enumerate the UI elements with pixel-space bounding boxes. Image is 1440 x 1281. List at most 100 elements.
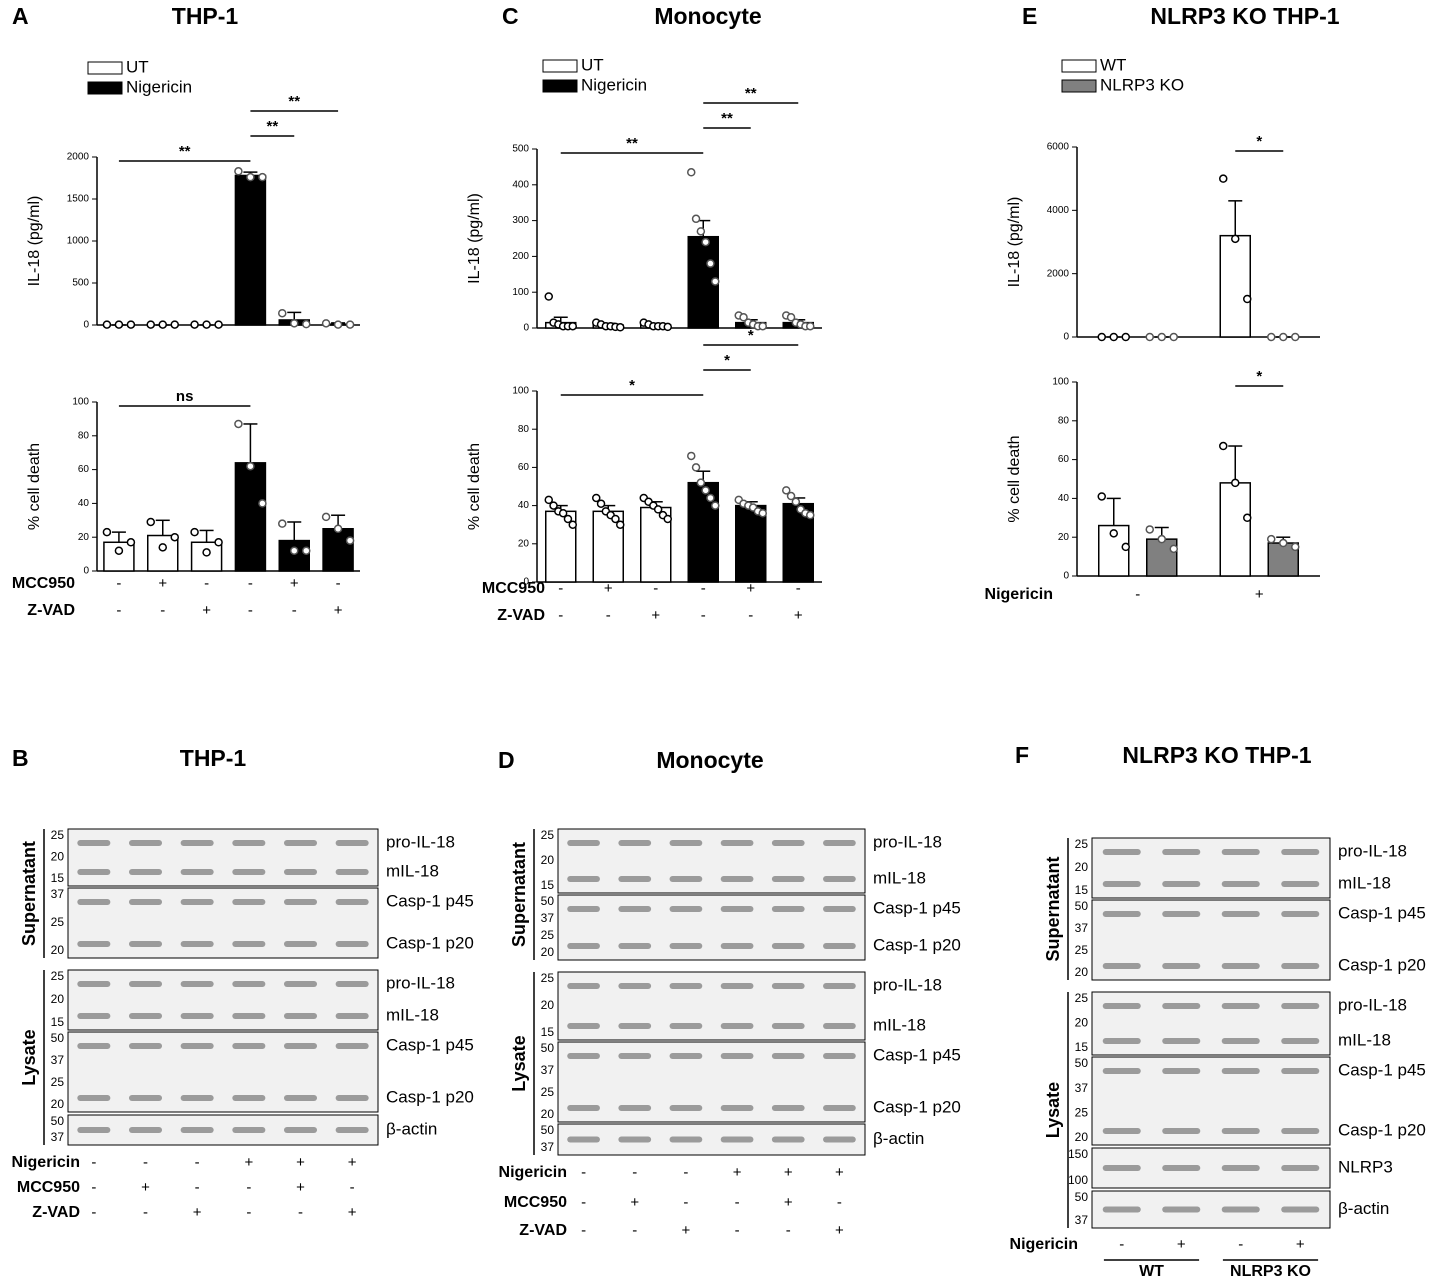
data-point [126,320,136,329]
marker-label: 15 [1075,883,1089,897]
data-point [258,499,267,508]
blot-band [567,840,600,846]
data-point [190,320,199,329]
condition-value: - [581,1222,586,1239]
blot-band [1102,1068,1141,1074]
group-label: Lysate [19,1029,39,1085]
blot-band [618,983,652,989]
y-tick-label: 2000 [1047,268,1070,279]
group-label: Lysate [509,1035,529,1091]
data-point [1097,492,1106,501]
y-axis-label: % cell death [1006,435,1023,522]
protein-label: Casp-1 p20 [386,933,474,952]
blot-band [1221,849,1260,855]
y-tick-label: 0 [523,577,529,588]
blot-band [1162,963,1201,969]
blot-band [335,1095,369,1101]
condition-value: - [143,1154,148,1171]
group-label: Supernatant [19,841,39,946]
blot-band [128,899,163,905]
blot-title: NLRP3 KO THP-1 [1122,742,1311,768]
marker-label: 25 [1075,837,1089,851]
blot-band [232,899,266,905]
blot-band [77,899,111,905]
y-axis-label: IL-18 (pg/ml) [466,193,483,284]
blot-band [669,1053,703,1059]
data-point [758,508,767,518]
legend-label: UT [581,55,604,74]
data-point [696,227,706,236]
marker-label: 37 [541,911,555,925]
marker-label: 15 [541,1025,555,1039]
blot-membrane [67,969,379,1031]
marker-label: 15 [51,1015,65,1029]
blot-band [128,1127,163,1133]
blot-band [128,1095,163,1101]
blot-band [335,1013,369,1019]
blot-membrane [557,1123,866,1156]
bar [147,534,179,572]
legend-swatch [542,59,578,73]
marker-label: 37 [541,1063,555,1077]
blot-band [1221,1128,1260,1134]
y-tick-label: 0 [83,566,89,577]
marker-label: 37 [51,1053,65,1067]
blot-membrane [1091,899,1331,981]
bar [782,502,814,583]
legend-label: UT [126,57,149,76]
blot-band [618,943,652,949]
significance-label: ** [179,143,191,160]
protein-label: β-actin [873,1129,924,1148]
blot-band [1281,849,1320,855]
data-point [1169,544,1178,554]
data-point [345,320,355,329]
protein-label: mIL-18 [873,1015,926,1034]
condition-value: - [653,580,658,597]
bar [1146,538,1178,577]
blot-band [1162,1003,1201,1009]
blot-band [128,869,163,875]
data-point [1231,234,1240,244]
data-point [1279,332,1288,342]
condition-value: + [348,1204,357,1221]
condition-value: + [651,607,660,624]
condition-value: - [748,607,753,624]
condition-value: - [160,602,165,619]
condition-value: + [244,1154,253,1171]
marker-label: 20 [541,945,555,959]
data-point [234,167,243,176]
condition-value: - [701,607,706,624]
blot-band [823,1023,856,1029]
data-point [592,493,601,503]
blot-band [618,1136,652,1143]
blot-band [283,899,318,905]
condition-value: - [606,607,611,624]
blot-band [823,906,856,912]
panel-letter: F [1015,742,1029,768]
y-axis-label: IL-18 (pg/ml) [26,196,43,287]
blot-band [1162,1128,1201,1134]
y-tick-label: 60 [78,464,90,475]
blot-band [1221,1068,1260,1074]
blot-band [1162,1206,1201,1213]
condition-value: - [701,580,706,597]
protein-label: Casp-1 p20 [1338,1120,1426,1139]
blot-band [232,1013,266,1019]
data-point [1267,534,1276,544]
legend-swatch [1061,79,1097,93]
data-point [302,546,311,555]
data-point [214,538,223,547]
y-tick-label: 80 [1058,415,1070,426]
data-point [663,322,672,332]
blot-band [567,983,600,989]
data-point [653,505,663,514]
blot-band [180,869,214,875]
legend-swatch [542,79,578,93]
blot-band [232,869,266,875]
marker-label: 20 [51,943,65,957]
blot-band [567,876,600,882]
blot-membrane [557,971,866,1041]
legend-swatch [87,81,123,95]
protein-label: mIL-18 [873,868,926,887]
blot-membrane [1091,991,1331,1056]
